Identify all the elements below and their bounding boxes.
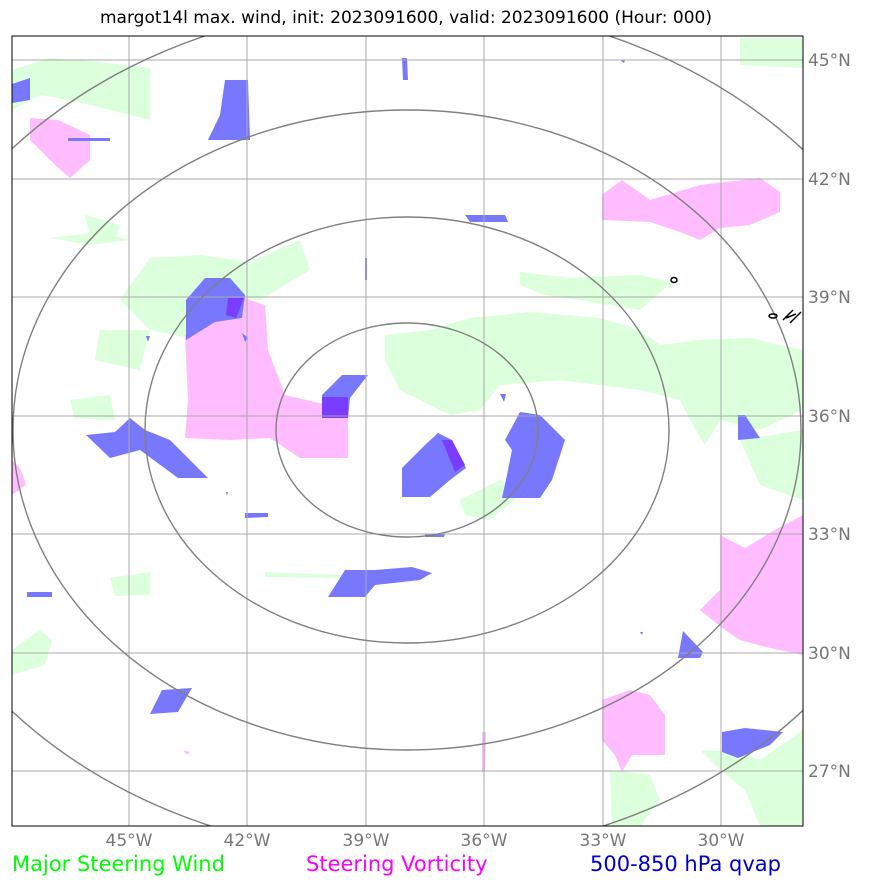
lon-label: 39°W [343, 831, 390, 851]
longitude-labels: 45°W 42°W 39°W 36°W 33°W 30°W [106, 831, 745, 851]
plot-frame [11, 35, 804, 827]
range-ring-3 [12, 109, 802, 751]
lat-label: 45°N [808, 51, 851, 71]
lon-label: 30°W [698, 831, 745, 851]
island-outline [670, 276, 678, 284]
lat-label: 30°N [808, 644, 851, 664]
latitude-labels: 45°N 42°N 39°N 36°N 33°N 30°N 27°N [808, 51, 851, 782]
lat-label: 39°N [808, 288, 851, 308]
legend-steering-vorticity: Steering Vorticity [306, 852, 488, 876]
lat-label: 27°N [808, 762, 851, 782]
overlap-areas [226, 298, 465, 472]
map-title: margot14l max. wind, init: 2023091600, v… [99, 8, 713, 28]
range-ring-2 [144, 216, 670, 644]
island-outline [782, 309, 802, 324]
coastline-outlines [670, 276, 802, 324]
island-outline [768, 313, 778, 319]
lon-label: 45°W [106, 831, 153, 851]
gridlines [12, 36, 803, 826]
range-ring-1 [275, 322, 539, 538]
legend-qvap: 500-850 hPa qvap [590, 852, 781, 876]
legend-major-steering-wind: Major Steering Wind [12, 852, 225, 876]
range-rings [12, 36, 803, 826]
lat-label: 33°N [808, 525, 851, 545]
lon-label: 33°W [580, 831, 627, 851]
qvap-areas [12, 58, 783, 758]
lon-label: 42°W [224, 831, 271, 851]
lat-label: 36°N [808, 407, 851, 427]
map-plot-area [12, 36, 803, 826]
lat-label: 42°N [808, 170, 851, 190]
lon-label: 36°W [461, 831, 508, 851]
